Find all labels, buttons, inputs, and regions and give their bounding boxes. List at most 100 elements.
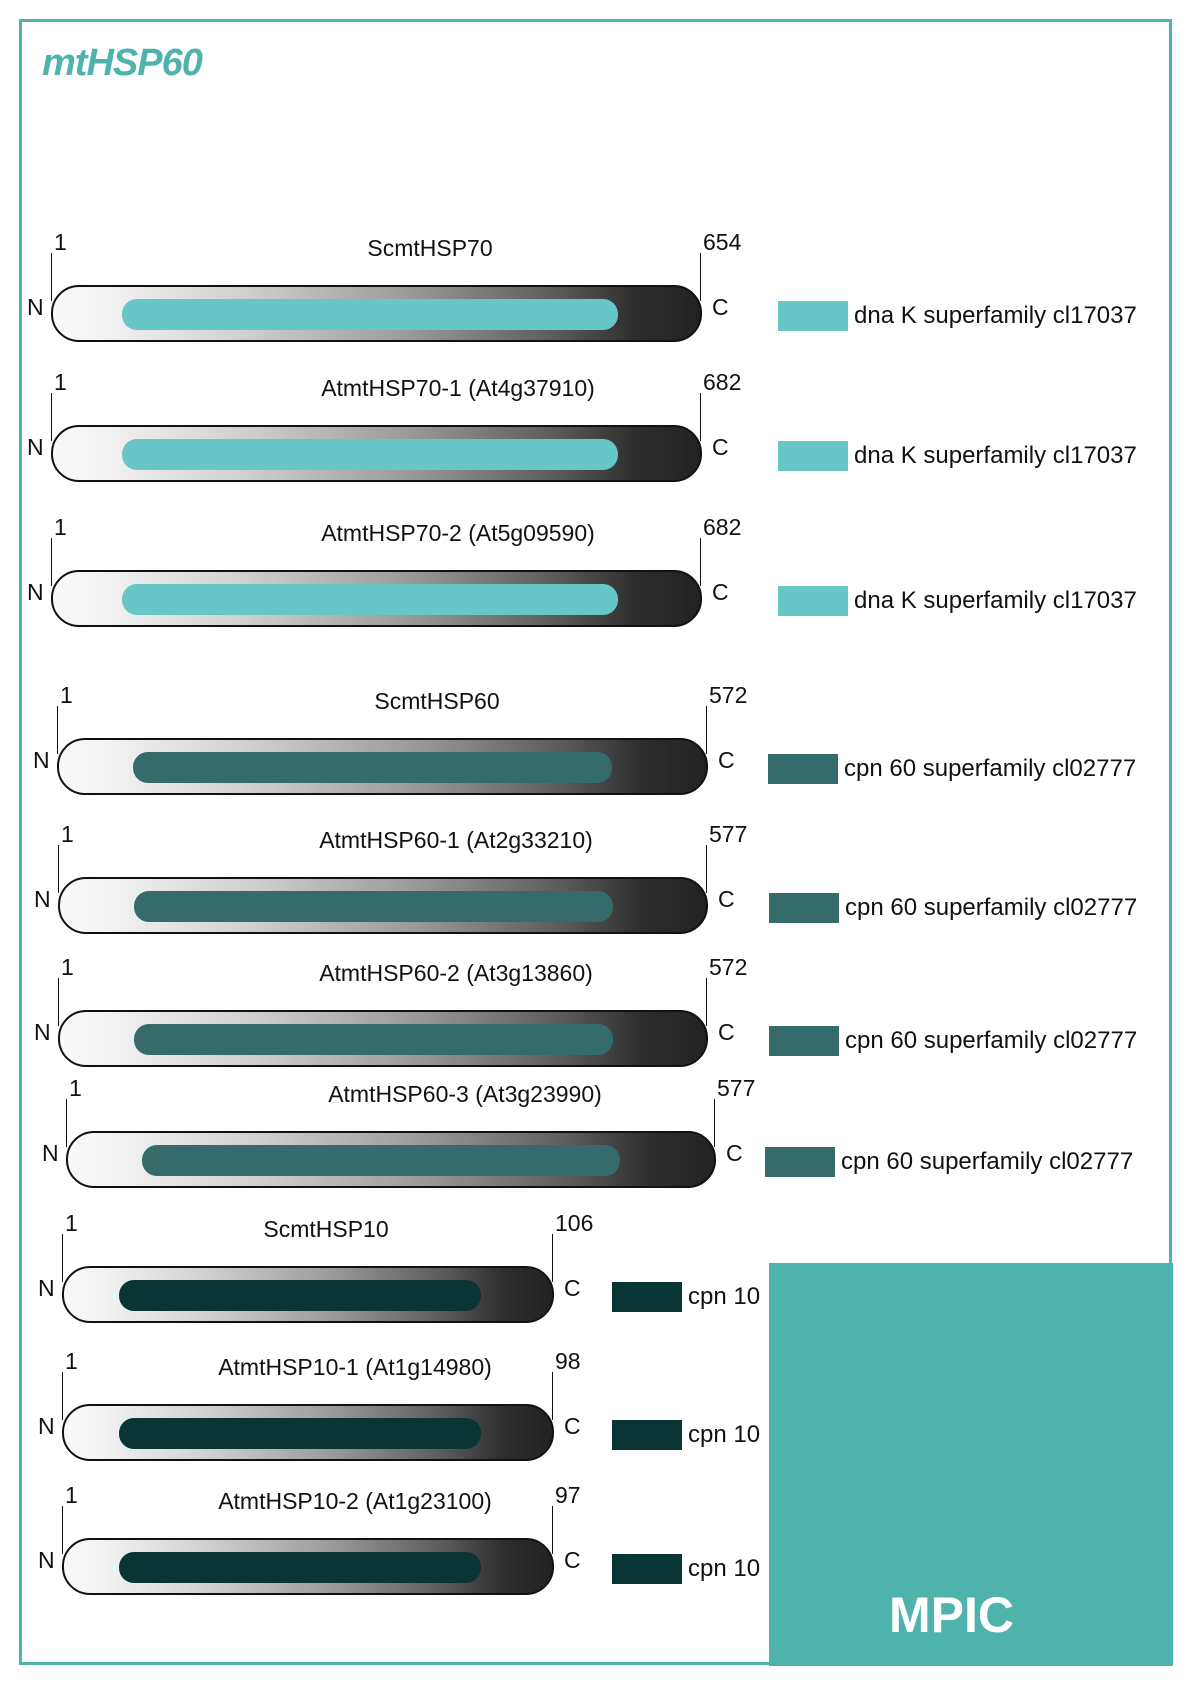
n-terminus: N bbox=[38, 1547, 55, 1573]
legend-label: dna K superfamily cl17037 bbox=[854, 442, 1137, 469]
protein-name: ScmtHSP10 bbox=[263, 1216, 389, 1242]
start-position: 1 bbox=[54, 369, 67, 395]
legend-swatch bbox=[612, 1282, 682, 1312]
legend-swatch bbox=[769, 1026, 839, 1056]
domain-region bbox=[122, 584, 618, 615]
c-terminus: C bbox=[564, 1275, 581, 1301]
domain-region bbox=[134, 1024, 613, 1055]
legend-swatch bbox=[778, 441, 848, 471]
protein-name: AtmtHSP60-2 (At3g13860) bbox=[319, 960, 593, 986]
c-terminus: C bbox=[712, 579, 729, 605]
n-terminus: N bbox=[34, 886, 51, 912]
start-position: 1 bbox=[60, 682, 73, 708]
c-terminus: C bbox=[718, 1019, 735, 1045]
domain-region bbox=[119, 1280, 481, 1311]
c-terminus: C bbox=[718, 886, 735, 912]
end-tick bbox=[706, 978, 707, 1026]
c-terminus: C bbox=[726, 1140, 743, 1166]
end-tick bbox=[706, 845, 707, 893]
c-terminus: C bbox=[712, 434, 729, 460]
domain-region bbox=[142, 1145, 620, 1176]
start-position: 1 bbox=[65, 1348, 78, 1374]
end-position: 682 bbox=[703, 369, 742, 395]
domain-region bbox=[133, 752, 612, 783]
end-tick bbox=[552, 1506, 553, 1554]
legend-label: cpn 60 superfamily cl02777 bbox=[845, 1027, 1138, 1054]
start-tick bbox=[51, 253, 52, 301]
start-position: 1 bbox=[65, 1482, 78, 1508]
legend-label: dna K superfamily cl17037 bbox=[854, 587, 1137, 614]
end-position: 106 bbox=[555, 1210, 594, 1236]
end-tick bbox=[552, 1372, 553, 1420]
domain-region bbox=[134, 891, 613, 922]
protein-name: AtmtHSP70-2 (At5g09590) bbox=[321, 520, 595, 546]
domain-region bbox=[122, 439, 618, 470]
end-tick bbox=[700, 538, 701, 586]
start-tick bbox=[62, 1372, 63, 1420]
start-position: 1 bbox=[54, 229, 67, 255]
end-position: 682 bbox=[703, 514, 742, 540]
c-terminus: C bbox=[564, 1413, 581, 1439]
end-tick bbox=[552, 1234, 553, 1282]
figure-frame bbox=[19, 19, 1172, 1665]
protein-name: AtmtHSP60-3 (At3g23990) bbox=[328, 1081, 602, 1107]
legend-label: cpn 60 superfamily cl02777 bbox=[841, 1148, 1134, 1175]
end-tick bbox=[700, 253, 701, 301]
legend-swatch bbox=[778, 586, 848, 616]
legend-label: cpn 60 superfamily cl02777 bbox=[845, 894, 1138, 921]
start-position: 1 bbox=[65, 1210, 78, 1236]
n-terminus: N bbox=[33, 747, 50, 773]
legend-swatch bbox=[612, 1420, 682, 1450]
start-tick bbox=[62, 1506, 63, 1554]
c-terminus: C bbox=[712, 294, 729, 320]
protein-name: ScmtHSP60 bbox=[374, 688, 500, 714]
domain-region bbox=[122, 299, 618, 330]
protein-name: AtmtHSP10-2 (At1g23100) bbox=[218, 1488, 492, 1514]
n-terminus: N bbox=[42, 1140, 59, 1166]
end-position: 577 bbox=[709, 821, 748, 847]
domain-region bbox=[119, 1552, 481, 1583]
end-tick bbox=[706, 706, 707, 754]
legend-label: cpn 10 bbox=[688, 1421, 761, 1448]
end-position: 572 bbox=[709, 682, 748, 708]
start-position: 1 bbox=[61, 821, 74, 847]
end-position: 577 bbox=[717, 1075, 756, 1101]
end-position: 97 bbox=[555, 1482, 581, 1508]
n-terminus: N bbox=[27, 579, 44, 605]
protein-name: AtmtHSP70-1 (At4g37910) bbox=[321, 375, 595, 401]
start-tick bbox=[66, 1099, 67, 1147]
domain-region bbox=[119, 1418, 481, 1449]
start-tick bbox=[51, 393, 52, 441]
legend-label: cpn 60 superfamily cl02777 bbox=[844, 755, 1137, 782]
legend-label: dna K superfamily cl17037 bbox=[854, 302, 1137, 329]
end-tick bbox=[700, 393, 701, 441]
legend-label: cpn 10 bbox=[688, 1283, 761, 1310]
n-terminus: N bbox=[38, 1413, 55, 1439]
end-position: 654 bbox=[703, 229, 742, 255]
legend-swatch bbox=[769, 893, 839, 923]
legend-swatch bbox=[612, 1554, 682, 1584]
n-terminus: N bbox=[27, 434, 44, 460]
n-terminus: N bbox=[34, 1019, 51, 1045]
start-tick bbox=[57, 706, 58, 754]
n-terminus: N bbox=[27, 294, 44, 320]
start-position: 1 bbox=[61, 954, 74, 980]
protein-name: AtmtHSP10-1 (At1g14980) bbox=[218, 1354, 492, 1380]
start-position: 1 bbox=[54, 514, 67, 540]
protein-name: ScmtHSP70 bbox=[367, 235, 493, 261]
start-tick bbox=[62, 1234, 63, 1282]
end-position: 98 bbox=[555, 1348, 581, 1374]
end-tick bbox=[714, 1099, 715, 1147]
legend-swatch bbox=[778, 301, 848, 331]
mpic-logo: MPIC bbox=[889, 1587, 1014, 1643]
figure-title: mtHSP60 bbox=[42, 42, 203, 84]
legend-label: cpn 10 bbox=[688, 1555, 761, 1582]
legend-swatch bbox=[768, 754, 838, 784]
start-tick bbox=[58, 978, 59, 1026]
end-position: 572 bbox=[709, 954, 748, 980]
legend-swatch bbox=[765, 1147, 835, 1177]
protein-name: AtmtHSP60-1 (At2g33210) bbox=[319, 827, 593, 853]
start-position: 1 bbox=[69, 1075, 82, 1101]
start-tick bbox=[51, 538, 52, 586]
